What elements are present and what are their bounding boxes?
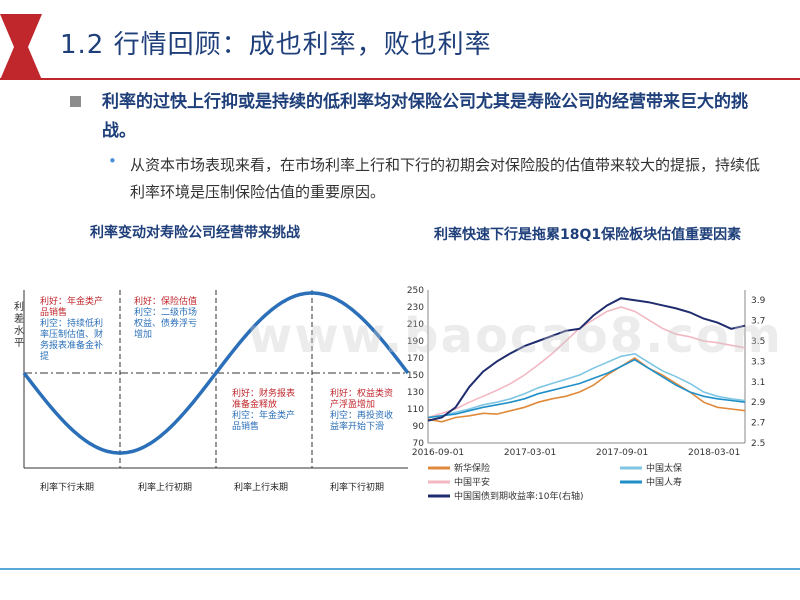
series-line-3 [427, 358, 746, 419]
phase-note-2-line-3: 权益、债券浮亏 [134, 317, 197, 329]
title-red-marker [0, 14, 42, 80]
y-left-tick-7: 210 [407, 320, 424, 330]
phase-note-4-line-4: 益率开始下滑 [330, 420, 384, 432]
y-left-tick-1: 90 [413, 422, 425, 432]
y-right-tick-7: 3.9 [751, 296, 766, 306]
phase-label-4: 利率下行初期 [330, 481, 384, 493]
interest-cycle-diagram: 利 差 水 平 利好：年金类产品销售利空：持续低利率压制估值、财务报表准备金补提… [14, 290, 410, 493]
phase-note-1-line-4: 率压制估值、财 [40, 328, 103, 340]
plot-lines [427, 297, 746, 423]
watermark: www.baocao8.com [248, 308, 783, 364]
title-bar [0, 14, 800, 80]
y-right-tick-0: 2.5 [751, 439, 765, 449]
x-tick-0: 2016-09-01 [412, 448, 464, 458]
y-left-tick-3: 130 [407, 388, 424, 398]
y-right-tick-4: 3.3 [751, 357, 765, 367]
series-line-2 [427, 306, 746, 419]
series-line-0 [427, 357, 746, 423]
ylabel-char-3: 水 [14, 325, 24, 337]
series-line-1 [427, 352, 746, 419]
ylabel-char-2: 差 [14, 312, 24, 325]
y-right-tick-3: 3.1 [751, 378, 765, 388]
y-left-tick-5: 170 [407, 354, 424, 364]
footer-line [0, 568, 800, 570]
plot-ticks: 70 90 110 130 150 170 190 210 230 250 2.5 2.7 2.9 3.1… [407, 286, 766, 458]
phase-label-1: 利率下行末期 [40, 481, 94, 493]
x-tick-1: 2017-03-01 [504, 448, 556, 458]
rate-cycle-curve [22, 291, 410, 455]
phase-note-2-line-2: 利空：二级市场 [134, 306, 197, 318]
y-right-tick-6: 3.7 [751, 317, 765, 327]
phase-note-1-line-3: 利空：持续低利 [40, 317, 103, 329]
legend-label-4: 中国国债到期收益率:10年(右轴) [454, 490, 584, 502]
y-left-tick-4: 150 [407, 371, 424, 381]
phase-note-1-line-1: 利好：年金类产 [40, 295, 103, 307]
phase-note-4-line-3: 利空：再投资收 [330, 409, 393, 421]
right-chart-title: 利率快速下行是拖累18Q1保险板块估值重要因素 [434, 227, 742, 243]
y-left-tick-6: 190 [407, 337, 424, 347]
main-bullet-text: 利率的过快上行抑或是持续的低利率均对保险公司尤其是寿险公司的经营带来巨大的挑战。 [102, 92, 748, 141]
legend-label-0: 新华保险 [454, 462, 490, 474]
ylabel-char-4: 平 [14, 338, 24, 349]
left-chart-title: 利率变动对寿险公司经营带来挑战 [90, 225, 300, 241]
phase-note-4-line-2: 产浮盈增加 [330, 398, 375, 410]
phase-label-2: 利率上行初期 [138, 481, 192, 493]
x-tick-2: 2017-09-01 [596, 448, 648, 458]
legend-label-1: 中国太保 [646, 462, 682, 474]
legend-label-3: 中国人寿 [646, 476, 682, 488]
title-decoration [0, 14, 800, 80]
phase-note-4-line-1: 利好：权益类资 [330, 387, 393, 399]
phase-note-2-line-4: 增加 [134, 328, 152, 340]
bullet-square-icon [70, 96, 81, 107]
phase-note-3-line-4: 品销售 [232, 420, 259, 432]
y-left-tick-2: 110 [407, 405, 424, 415]
x-tick-3: 2018-03-01 [688, 448, 740, 458]
sub-bullet-dot-icon: • [108, 152, 117, 170]
phase-note-2-line-1: 利好：保险估值 [134, 295, 197, 307]
phase-note-1-line-5: 务报表准备金补 [40, 339, 103, 351]
sub-bullet-text: 从资本市场表现来看，在市场利率上行和下行的初期会对保险股的估值带来较大的提振，持… [130, 156, 761, 201]
series-line-4 [427, 297, 746, 422]
y-right-tick-2: 2.9 [751, 398, 766, 408]
ylabel-char-1: 利 [14, 301, 24, 313]
y-left-tick-0: 70 [413, 439, 425, 449]
phase-note-1-line-6: 提 [40, 351, 49, 362]
legend-label-2: 中国平安 [454, 476, 490, 488]
page-title: 1.2 行情回顾：成也利率，败也利率 [60, 30, 492, 60]
phase-note-3-line-3: 利空：年金类产 [232, 409, 295, 421]
phase-notes: 利好：年金类产品销售利空：持续低利率压制估值、财务报表准备金补提利好：保险估值利… [40, 295, 393, 432]
phase-note-3-line-2: 准备金释放 [232, 398, 277, 410]
insurance-index-line-chart: 70 90 110 130 150 170 190 210 230 250 2.5 2.7 2.9 3.1… [407, 286, 766, 502]
phase-note-3-line-1: 利好：财务报表 [232, 387, 295, 399]
phase-note-1-line-2: 品销售 [40, 306, 67, 318]
y-right-tick-1: 2.7 [751, 419, 765, 429]
phase-label-3: 利率上行末期 [234, 481, 288, 493]
y-left-tick-8: 230 [407, 303, 424, 313]
y-right-tick-5: 3.5 [751, 337, 765, 347]
y-left-tick-9: 250 [407, 286, 424, 296]
